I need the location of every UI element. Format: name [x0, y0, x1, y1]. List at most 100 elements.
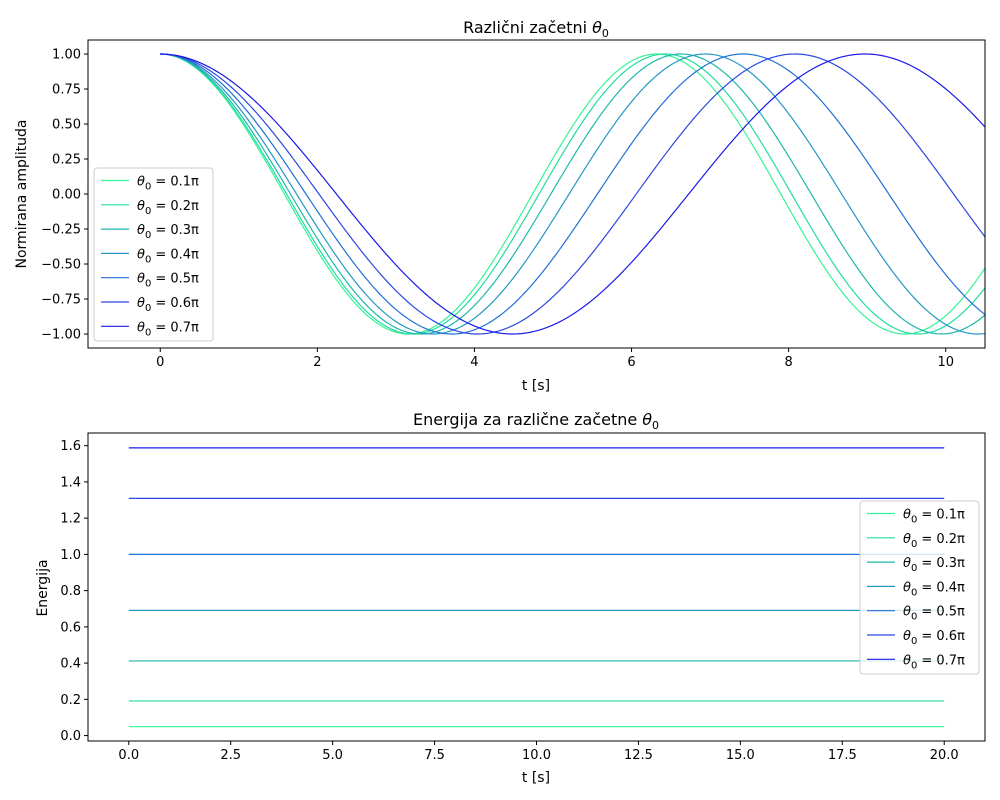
chart-title: Različni začetni θ0 [463, 18, 609, 40]
y-tick-label: 0.6 [60, 620, 81, 635]
series-line [160, 53, 985, 335]
legend-theta-symbol: θ [903, 508, 911, 523]
series-lines [128, 447, 945, 728]
y-tick-label: 1.6 [60, 439, 81, 454]
x-tick-label: 6 [627, 355, 635, 370]
y-tick-label: 0.75 [52, 83, 81, 98]
legend-value: = 0.2π [155, 199, 199, 214]
legend-value: = 0.5π [155, 272, 199, 287]
legend-entry-label: θ0 = 0.3π [903, 556, 965, 574]
legend-entry-label: θ0 = 0.7π [137, 320, 199, 338]
legend-subscript: 0 [145, 303, 151, 314]
x-tick-label: 0 [156, 355, 164, 370]
x-tick-label: 2.5 [220, 748, 241, 763]
y-tick-label: 0.2 [60, 693, 81, 708]
title-text: Energija za različne začetne [413, 410, 637, 429]
legend-subscript: 0 [911, 563, 917, 574]
y-ticks: 0.0 0.2 0.4 0.6 0.8 1.0 1.2 1.4 1.6 [60, 439, 88, 744]
title-subscript: 0 [602, 27, 609, 40]
title-text: Različni začetni [463, 18, 587, 37]
legend-box [93, 167, 214, 342]
y-tick-label: 0.00 [52, 188, 81, 203]
legend-subscript: 0 [145, 206, 151, 217]
legend-entry-label: θ0 = 0.7π [903, 653, 965, 671]
legend-box [859, 500, 980, 675]
y-tick-label: 0.4 [60, 657, 81, 672]
legend-subscript: 0 [145, 327, 151, 338]
title-theta-symbol: θ [642, 410, 652, 429]
legend-subscript: 0 [911, 539, 917, 550]
y-tick-label: −1.00 [41, 328, 81, 343]
legend-subscript: 0 [911, 587, 917, 598]
series-line [160, 53, 985, 335]
x-tick-label: 4 [470, 355, 478, 370]
y-tick-label: 0.50 [52, 118, 81, 133]
legend-subscript: 0 [911, 515, 917, 526]
x-tick-label: 10.0 [522, 748, 551, 763]
series-line [160, 53, 985, 335]
plot-background [88, 433, 985, 741]
legend-value: = 0.4π [155, 247, 199, 262]
legend-entry-label: θ0 = 0.4π [137, 247, 199, 265]
y-tick-label: 0.8 [60, 584, 81, 599]
x-tick-label: 2 [313, 355, 321, 370]
y-tick-label: 0.25 [52, 153, 81, 168]
title-theta-symbol: θ [592, 18, 602, 37]
legend-entry-label: θ0 = 0.3π [137, 223, 199, 241]
legend-value: = 0.6π [155, 296, 199, 311]
legend-value: = 0.7π [155, 320, 199, 335]
legend-entry-label: θ0 = 0.2π [137, 199, 199, 217]
legend-entry-label: θ0 = 0.6π [903, 629, 965, 647]
legend-value: = 0.4π [921, 580, 965, 595]
legend-entry-label: θ0 = 0.1π [903, 508, 965, 526]
y-tick-label: 1.0 [60, 548, 81, 563]
legend-entry-label: θ0 = 0.4π [903, 580, 965, 598]
legend-entry-label: θ0 = 0.5π [137, 272, 199, 290]
x-axis-label: t [s] [522, 378, 550, 394]
y-axis-label: Energija [35, 559, 51, 616]
legend-entry-label: θ0 = 0.2π [903, 532, 965, 550]
series-line [160, 53, 985, 335]
amplitude-chart: 0 2 4 6 8 10 −1.00 −0.75 −0.50 −0.25 0.00 0.25 0.50… [14, 18, 986, 394]
y-tick-label: −0.50 [41, 258, 81, 273]
legend-theta-symbol: θ [903, 629, 911, 644]
x-tick-label: 10 [937, 355, 954, 370]
legend-theta-symbol: θ [137, 296, 145, 311]
legend-subscript: 0 [145, 230, 151, 241]
legend-theta-symbol: θ [137, 223, 145, 238]
y-axis-label: Normirana amplituda [14, 119, 30, 268]
legend-theta-symbol: θ [137, 320, 145, 335]
legend-value: = 0.2π [921, 532, 965, 547]
legend-theta-symbol: θ [903, 653, 911, 668]
x-tick-label: 15.0 [726, 748, 755, 763]
legend-entry-label: θ0 = 0.1π [137, 175, 199, 193]
x-tick-label: 17.5 [828, 748, 857, 763]
plot-background [88, 40, 985, 348]
legend-theta-symbol: θ [137, 247, 145, 262]
legend-theta-symbol: θ [903, 532, 911, 547]
series-line [160, 53, 985, 335]
legend-value: = 0.3π [155, 223, 199, 238]
legend-theta-symbol: θ [137, 272, 145, 287]
x-ticks: 0 2 4 6 8 10 [156, 348, 954, 370]
chart-title: Energija za različne začetne θ0 [413, 410, 659, 432]
legend-entry-label: θ0 = 0.5π [903, 605, 965, 623]
series-line [160, 53, 985, 335]
legend-theta-symbol: θ [903, 556, 911, 571]
series-line [160, 53, 985, 335]
series-lines [160, 53, 985, 335]
x-tick-label: 7.5 [424, 748, 445, 763]
y-tick-label: 1.4 [60, 475, 81, 490]
y-tick-label: 0.0 [60, 729, 81, 744]
y-tick-label: 1.00 [52, 48, 81, 63]
energy-chart: 0.0 2.5 5.0 7.5 10.0 12.5 15.0 17.5 20.0 0.00.20… [35, 410, 986, 786]
legend-value: = 0.1π [921, 508, 965, 523]
x-axis-label: t [s] [522, 770, 550, 786]
legend-subscript: 0 [911, 636, 917, 647]
title-subscript: 0 [652, 419, 659, 432]
y-tick-label: −0.25 [41, 223, 81, 238]
x-tick-label: 5.0 [322, 748, 343, 763]
legend-subscript: 0 [145, 182, 151, 193]
